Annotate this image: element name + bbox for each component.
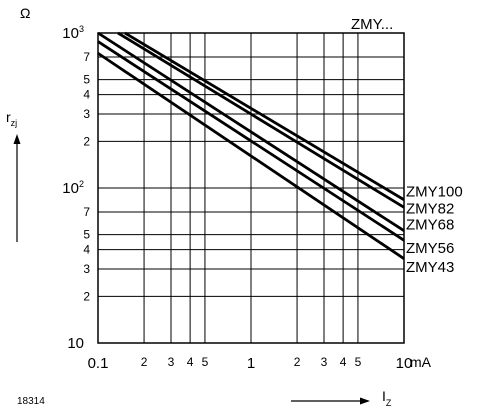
y-tick-exponent: 3 <box>79 24 84 34</box>
grid <box>97 32 405 344</box>
chart-title: ZMY... <box>351 16 393 33</box>
series-label-zmy100: ZMY100 <box>406 183 463 200</box>
x-tick-label: 3 <box>168 355 175 369</box>
x-tick-label: 3 <box>321 355 328 369</box>
x-tick-label: 0.1 <box>88 355 109 372</box>
x-tick-label: 5 <box>355 355 362 369</box>
y-tick-label: 3 <box>83 262 90 276</box>
y-tick-label: 4 <box>83 243 90 257</box>
x-tick-labels: 0.1 2 3 4 5 1 2 3 4 5 10 <box>88 355 413 372</box>
series-line-zmy56 <box>97 40 405 242</box>
y-tick-label: 2 <box>83 134 90 148</box>
series-line-zmy43 <box>97 52 405 260</box>
x-tick-label: 4 <box>187 355 194 369</box>
y-tick-label: 5 <box>83 228 90 242</box>
y-tick-label: 103 <box>62 24 84 42</box>
series-label-zmy82: ZMY82 <box>406 200 454 217</box>
x-tick-label: 10 <box>396 355 413 372</box>
x-tick-label: 4 <box>340 355 347 369</box>
y-axis-label: rzj <box>6 109 17 128</box>
x-axis-label: IZ <box>382 388 392 408</box>
y-unit: Ω <box>20 5 30 21</box>
y-tick-label: 7 <box>83 205 90 219</box>
series-lines <box>97 31 405 260</box>
figure-id: 18314 <box>17 396 45 407</box>
plot-frame <box>97 32 405 344</box>
series-line-zmy100 <box>124 31 405 201</box>
y-axis-arrow-head <box>13 134 21 144</box>
x-tick-label: 1 <box>247 355 255 372</box>
y-tick-label: 3 <box>83 107 90 121</box>
y-tick-label: 2 <box>83 289 90 303</box>
series-label-zmy56: ZMY56 <box>406 240 454 257</box>
series-label-zmy68: ZMY68 <box>406 217 454 234</box>
x-tick-label: 2 <box>141 355 148 369</box>
series-line-zmy68 <box>97 31 405 232</box>
x-unit: mA <box>410 354 432 370</box>
y-tick-label: 10 <box>67 335 84 352</box>
x-tick-label: 2 <box>294 355 301 369</box>
y-tick-label: 102 <box>62 179 84 197</box>
x-axis-arrow-head <box>360 397 370 405</box>
series-label-zmy43: ZMY43 <box>406 259 454 276</box>
x-tick-label: 5 <box>202 355 209 369</box>
y-tick-label: 4 <box>83 88 90 102</box>
y-tick-label: 7 <box>83 50 90 64</box>
y-tick-label: 5 <box>83 73 90 87</box>
y-tick-exponent: 2 <box>79 179 84 189</box>
series-line-zmy82 <box>117 31 405 209</box>
